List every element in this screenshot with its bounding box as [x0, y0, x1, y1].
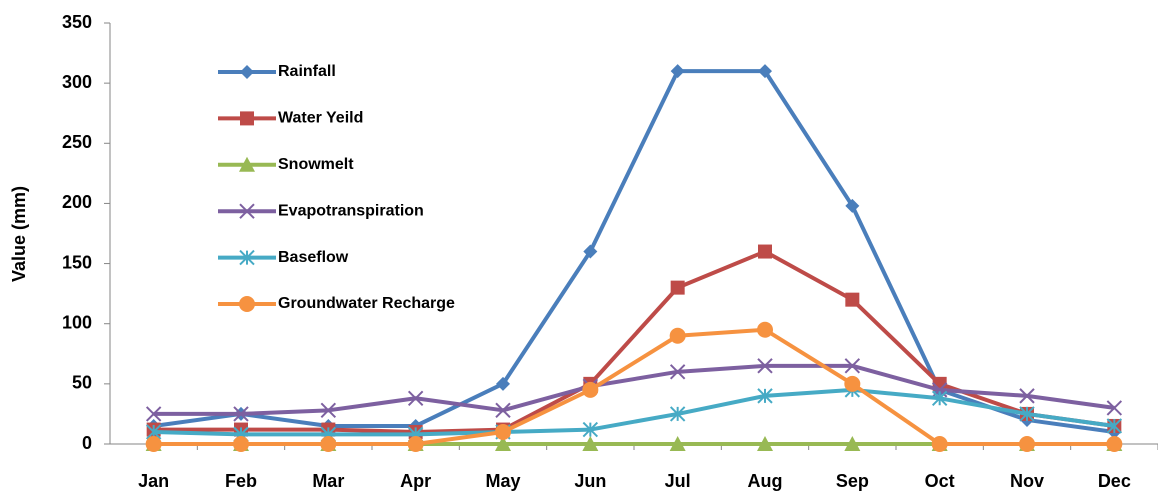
- legend-label: Snowmelt: [278, 156, 354, 173]
- marker: [758, 244, 772, 259]
- y-tick-label: 150: [62, 252, 92, 272]
- marker: [757, 436, 773, 451]
- marker: [845, 292, 860, 307]
- series-line: [153, 69, 1115, 434]
- legend-label: Water Yeild: [278, 110, 363, 127]
- y-axis-title: Value (mm): [9, 186, 29, 282]
- x-tick-label: Aug: [748, 471, 783, 491]
- marker: [582, 381, 599, 398]
- marker: [757, 321, 773, 338]
- x-tick-label: Apr: [400, 471, 431, 491]
- marker: [1106, 418, 1123, 434]
- marker: [757, 358, 773, 374]
- marker: [583, 244, 598, 259]
- series-line: [153, 327, 1115, 446]
- y-tick-label: 250: [62, 132, 92, 152]
- marker: [495, 423, 511, 440]
- marker: [407, 436, 424, 452]
- series-line: [153, 249, 1115, 434]
- marker: [844, 358, 861, 374]
- legend-label: Rainfall: [278, 63, 336, 80]
- legend-label: Evapotranspiration: [278, 202, 424, 219]
- marker: [670, 280, 685, 295]
- y-tick-label: 200: [62, 192, 92, 212]
- x-tick-label: Dec: [1098, 471, 1131, 491]
- marker: [669, 327, 686, 344]
- x-tick-label: Jul: [665, 471, 691, 491]
- marker: [320, 402, 337, 419]
- x-tick-label: Oct: [925, 471, 955, 491]
- marker: [239, 203, 255, 219]
- marker: [1019, 406, 1035, 422]
- x-tick-label: Sep: [836, 471, 869, 491]
- y-tick-label: 0: [82, 433, 92, 453]
- marker: [582, 436, 599, 451]
- marker: [145, 436, 162, 452]
- x-tick-label: Feb: [225, 471, 257, 491]
- marker: [669, 364, 686, 380]
- x-tick-label: Mar: [312, 471, 344, 491]
- y-tick-label: 50: [72, 373, 92, 393]
- legend-label: Groundwater Recharge: [278, 295, 455, 312]
- marker: [1106, 400, 1123, 416]
- y-tick-label: 350: [62, 12, 92, 32]
- marker: [844, 436, 861, 451]
- marker: [239, 249, 255, 266]
- marker: [233, 436, 249, 452]
- marker: [239, 156, 255, 172]
- x-tick-label: Jun: [574, 471, 606, 491]
- marker: [233, 406, 249, 422]
- x-tick-label: May: [485, 471, 520, 491]
- series-line: [153, 363, 1115, 416]
- marker: [757, 388, 773, 404]
- marker: [320, 436, 337, 452]
- series-line: [153, 387, 1115, 437]
- marker: [582, 421, 599, 438]
- y-tick-label: 300: [62, 72, 92, 92]
- marker: [931, 390, 948, 406]
- marker: [758, 64, 772, 79]
- y-tick-label: 100: [62, 312, 92, 332]
- marker: [1106, 436, 1123, 452]
- x-tick-label: Jan: [138, 471, 169, 491]
- marker: [240, 111, 254, 126]
- marker: [844, 375, 861, 392]
- marker: [845, 198, 860, 213]
- marker: [1019, 388, 1035, 404]
- marker: [495, 402, 511, 419]
- marker: [669, 436, 686, 451]
- marker: [1019, 436, 1035, 452]
- legend-label: Baseflow: [278, 249, 349, 266]
- marker: [496, 376, 510, 391]
- marker: [495, 436, 511, 451]
- marker: [145, 406, 162, 422]
- marker: [670, 64, 685, 79]
- x-tick-label: Nov: [1010, 471, 1044, 491]
- marker: [931, 436, 948, 452]
- marker: [239, 296, 255, 312]
- marker: [669, 406, 686, 422]
- marker: [240, 65, 254, 79]
- marker: [407, 390, 424, 406]
